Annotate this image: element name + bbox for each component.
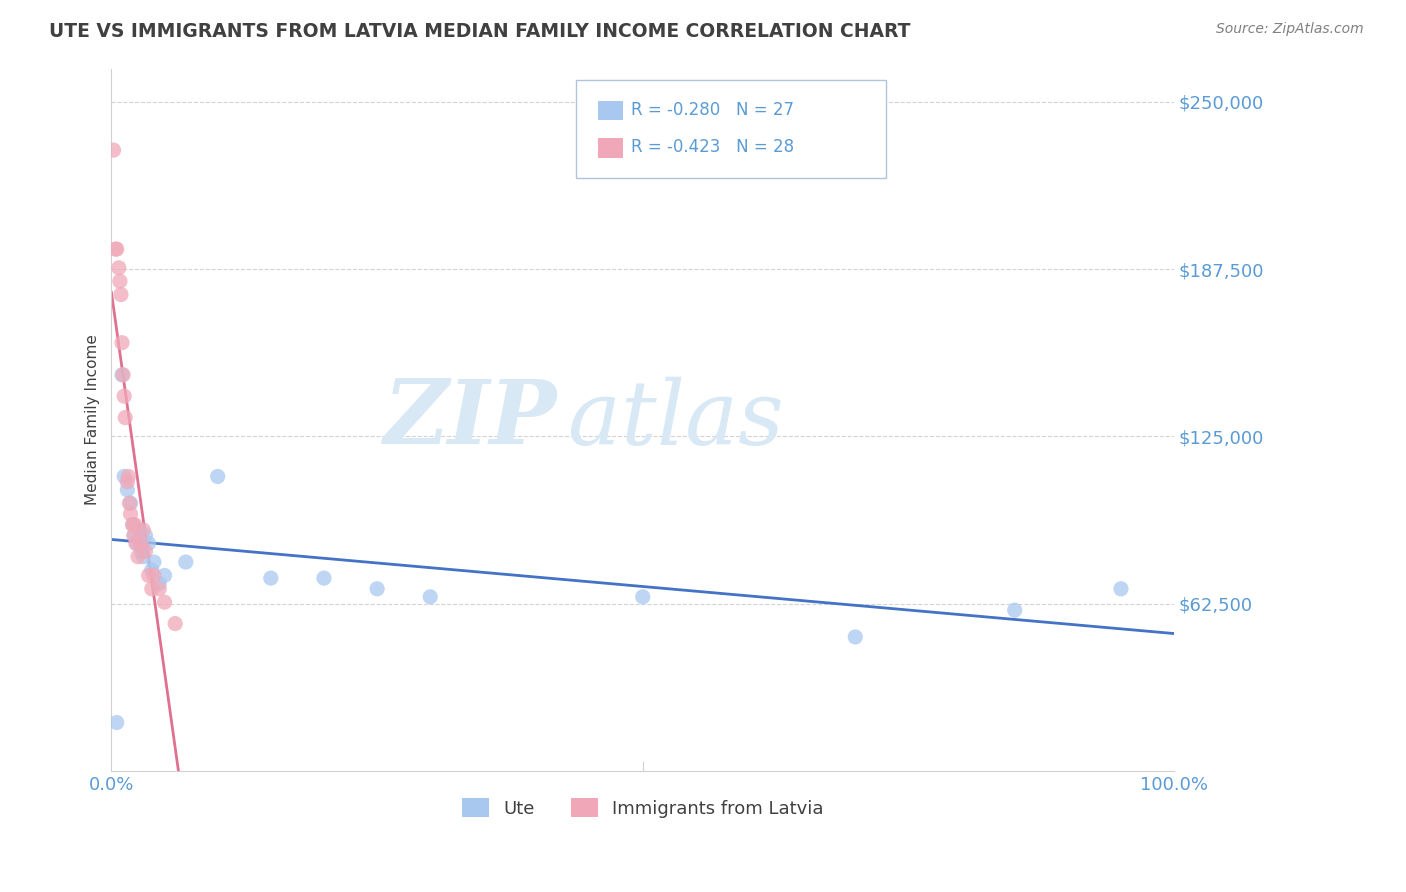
Text: R = -0.280   N = 27: R = -0.280 N = 27 [631, 101, 794, 119]
Point [114, 410, 136, 425]
Point [117, 483, 139, 497]
Point [128, 523, 150, 537]
Point [134, 528, 156, 542]
Point [118, 496, 141, 510]
Point [132, 549, 155, 564]
Point [138, 568, 160, 582]
Point [112, 368, 135, 382]
Point [134, 544, 156, 558]
Point [148, 582, 170, 596]
Point [112, 389, 135, 403]
Point [120, 507, 142, 521]
Point [127, 549, 149, 564]
Point [121, 517, 143, 532]
Point [419, 590, 441, 604]
Point [142, 555, 165, 569]
Point [121, 517, 143, 532]
Point [117, 475, 139, 489]
Point [141, 563, 163, 577]
Point [125, 536, 148, 550]
Point [260, 571, 283, 585]
Point [366, 582, 388, 596]
Point [124, 528, 146, 542]
Point [108, 274, 131, 288]
Point [129, 536, 152, 550]
Point [111, 368, 134, 382]
Y-axis label: Median Family Income: Median Family Income [86, 334, 100, 505]
Legend: Ute, Immigrants from Latvia: Ute, Immigrants from Latvia [454, 791, 831, 825]
Point [1109, 582, 1132, 596]
Point [165, 616, 187, 631]
Point [174, 555, 197, 569]
Point [124, 517, 146, 532]
Point [153, 568, 176, 582]
Text: ZIP: ZIP [384, 376, 558, 463]
Point [120, 496, 142, 510]
Point [142, 568, 165, 582]
Point [1004, 603, 1026, 617]
Point [110, 287, 132, 301]
Point [141, 582, 163, 596]
Point [105, 242, 128, 256]
Point [122, 528, 145, 542]
Point [153, 595, 176, 609]
Text: atlas: atlas [568, 376, 785, 463]
Point [844, 630, 866, 644]
Point [104, 242, 127, 256]
Text: UTE VS IMMIGRANTS FROM LATVIA MEDIAN FAMILY INCOME CORRELATION CHART: UTE VS IMMIGRANTS FROM LATVIA MEDIAN FAM… [49, 22, 911, 41]
Point [117, 469, 139, 483]
Point [129, 544, 152, 558]
Point [138, 536, 160, 550]
Point [207, 469, 229, 483]
Point [125, 536, 148, 550]
Point [132, 523, 155, 537]
Point [631, 590, 654, 604]
Text: R = -0.423   N = 28: R = -0.423 N = 28 [631, 138, 794, 156]
Point [112, 469, 135, 483]
Point [108, 260, 131, 275]
Point [148, 576, 170, 591]
Point [312, 571, 335, 585]
Point [103, 143, 125, 157]
Text: Source: ZipAtlas.com: Source: ZipAtlas.com [1216, 22, 1364, 37]
Point [105, 715, 128, 730]
Point [111, 335, 134, 350]
